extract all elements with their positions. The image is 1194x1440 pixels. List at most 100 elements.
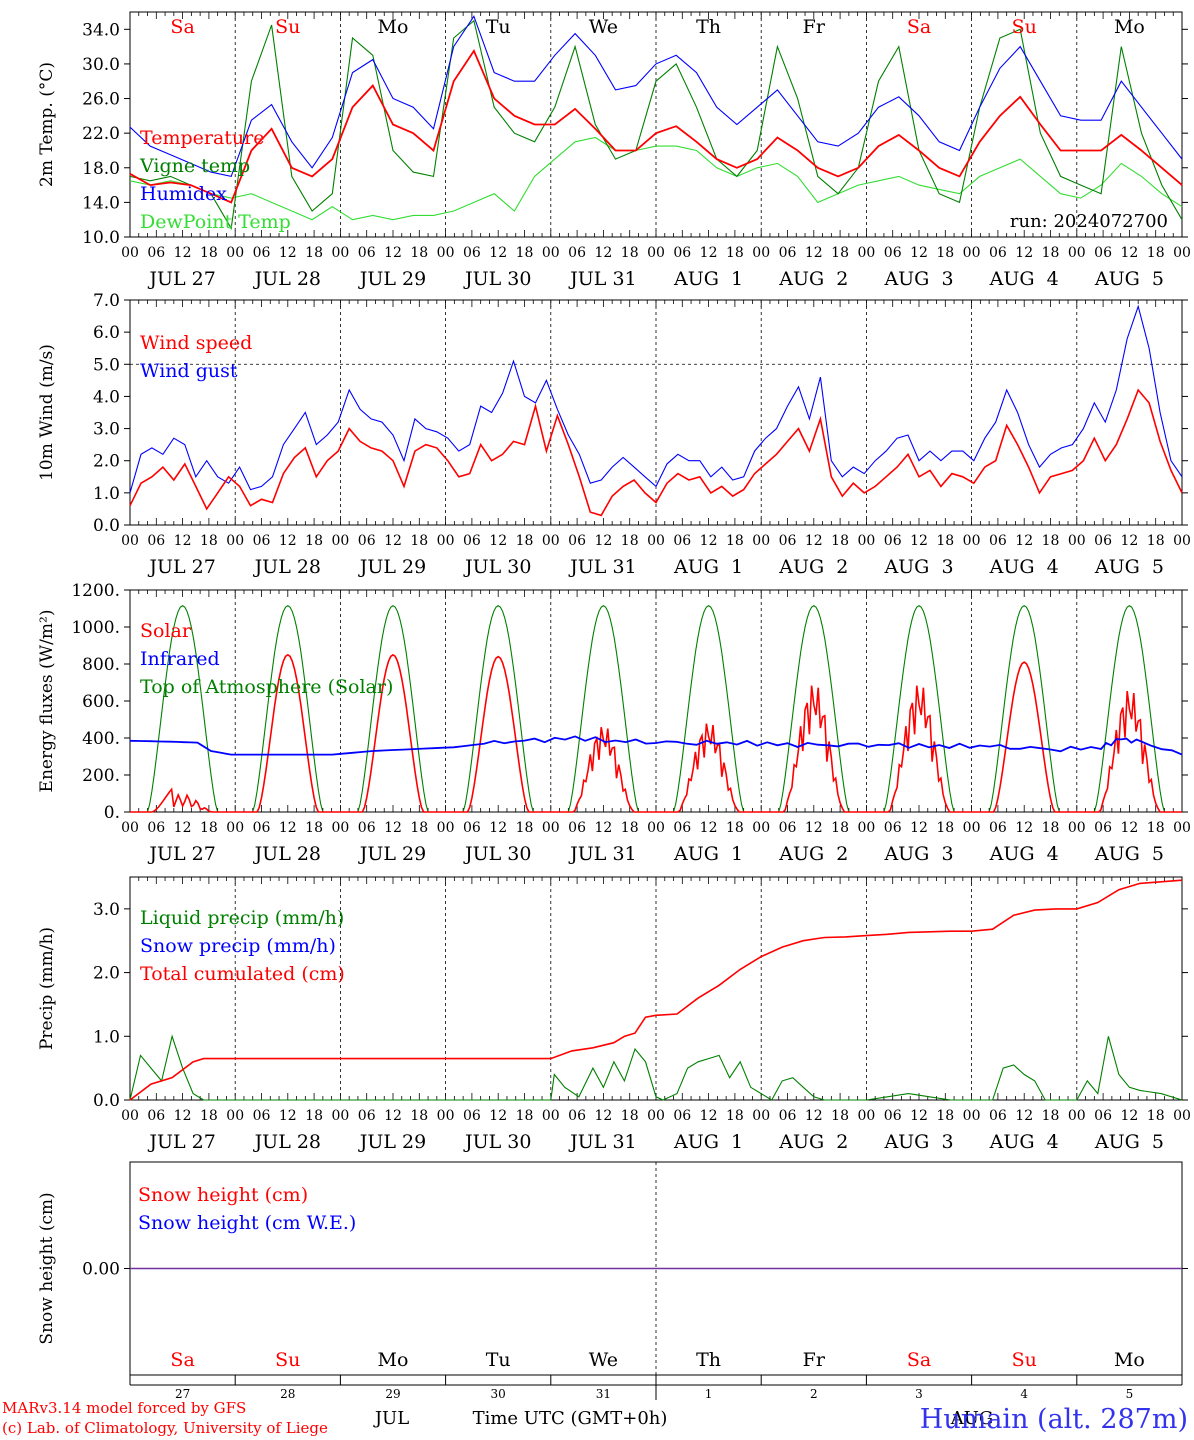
credit-line-1: MARv3.14 model forced by GFS	[2, 1399, 246, 1417]
weekday-label: Th	[696, 1349, 721, 1371]
day-number-label: 1	[705, 1387, 713, 1401]
date-label: AUG 4	[989, 1131, 1059, 1153]
hour-tick-label: 00	[226, 533, 244, 549]
y-tick-label: 1200.	[71, 581, 120, 601]
weekday-label: Fr	[803, 1349, 826, 1371]
hour-tick-label: 00	[121, 533, 139, 549]
series-line-dewpoint-temp	[129, 136, 1183, 221]
date-label: JUL 31	[568, 556, 636, 578]
hour-tick-label: 18	[305, 1108, 323, 1124]
hour-tick-label: 00	[542, 245, 560, 261]
hour-tick-label: 12	[489, 820, 507, 836]
hour-tick-label: 00	[437, 245, 455, 261]
hour-tick-label: 18	[831, 245, 849, 261]
hour-tick-label: 00	[226, 245, 244, 261]
date-label: JUL 31	[568, 843, 636, 865]
x-axis-label: Time UTC (GMT+0h)	[473, 1408, 668, 1429]
hour-tick-label: 06	[147, 820, 165, 836]
date-label: AUG 2	[778, 268, 848, 290]
date-label: AUG 2	[778, 1131, 848, 1153]
hour-tick-label: 18	[1042, 533, 1060, 549]
hour-tick-label: 06	[358, 533, 376, 549]
hour-tick-label: 06	[568, 245, 586, 261]
hour-tick-label: 00	[857, 1108, 875, 1124]
hour-tick-label: 12	[910, 1108, 928, 1124]
panel-5: 0.00 Snow height (cm) Snow height (cm) Snow…	[37, 1161, 1188, 1401]
hour-tick-label: 12	[1015, 1108, 1033, 1124]
legend-entry: Temperature	[140, 127, 264, 149]
hour-tick-label: 12	[700, 820, 718, 836]
hour-tick-label: 00	[752, 1108, 770, 1124]
hour-tick-label: 18	[1147, 533, 1165, 549]
hour-tick-label: 06	[673, 820, 691, 836]
hour-tick-label: 00	[647, 1108, 665, 1124]
series-line-top-of-atmosphere	[130, 605, 1182, 813]
panel-1: 10.0 14.0 18.0 22.0 26.0 30.0 34.0 2m Temp. (°C…	[37, 11, 1191, 290]
hour-tick-label: 06	[1094, 1108, 1112, 1124]
y-tick-label: 26.0	[82, 90, 120, 110]
hour-tick-label: 12	[910, 245, 928, 261]
hour-tick-label: 00	[1068, 245, 1086, 261]
date-label: JUL 27	[147, 843, 215, 865]
hour-tick-label: 00	[542, 1108, 560, 1124]
hour-tick-label: 18	[516, 245, 534, 261]
hour-tick-label: 06	[147, 1108, 165, 1124]
legend-entry: Solar	[140, 620, 192, 642]
date-label: JUL 29	[358, 268, 426, 290]
hour-tick-label: 12	[1015, 820, 1033, 836]
hour-tick-label: 18	[516, 1108, 534, 1124]
legend-entry: Total cumulated (cm)	[140, 963, 345, 985]
date-label: JUL 28	[253, 843, 321, 865]
hour-tick-label: 12	[1120, 1108, 1138, 1124]
series-line-temperature	[129, 49, 1183, 204]
y-tick-label: 30.0	[82, 55, 120, 75]
hour-tick-label: 18	[200, 245, 218, 261]
hour-tick-label: 00	[121, 820, 139, 836]
hour-tick-label: 06	[779, 1108, 797, 1124]
hour-tick-label: 06	[568, 533, 586, 549]
date-label: AUG 3	[883, 843, 953, 865]
date-label: JUL 29	[358, 556, 426, 578]
hour-tick-label: 12	[805, 533, 823, 549]
hour-tick-label: 00	[226, 820, 244, 836]
hour-tick-label: 12	[805, 245, 823, 261]
day-number-label: 28	[280, 1387, 295, 1401]
hour-tick-label: 18	[936, 533, 954, 549]
panel-3: 0. 200. 400. 600. 800. 1000. 1200. Energy fluxe…	[37, 581, 1191, 865]
weekday-label: Mo	[1114, 16, 1145, 38]
hour-tick-label: 00	[226, 1108, 244, 1124]
date-label: AUG 1	[673, 843, 743, 865]
series-line-solar	[130, 653, 1182, 813]
hour-tick-label: 06	[253, 1108, 271, 1124]
hour-tick-label: 06	[147, 245, 165, 261]
y-tick-label: 34.0	[82, 20, 120, 40]
hour-tick-label: 06	[253, 820, 271, 836]
hour-tick-label: 12	[700, 1108, 718, 1124]
hour-tick-label: 00	[963, 533, 981, 549]
day-number-label: 27	[175, 1387, 190, 1401]
date-label: JUL 27	[147, 1131, 215, 1153]
hour-tick-label: 18	[200, 533, 218, 549]
hour-tick-label: 18	[1147, 1108, 1165, 1124]
weekday-label: We	[589, 16, 618, 38]
day-number-label: 2	[810, 1387, 818, 1401]
hour-tick-label: 06	[779, 820, 797, 836]
hour-tick-label: 18	[726, 245, 744, 261]
station-name: Humain (alt. 287m)	[920, 1404, 1188, 1435]
y-axis-label: Energy fluxes (W/m²)	[37, 610, 57, 793]
hour-tick-label: 00	[331, 533, 349, 549]
day-number-label: 5	[1126, 1387, 1134, 1401]
hour-tick-label: 06	[884, 1108, 902, 1124]
hour-tick-label: 12	[279, 1108, 297, 1124]
hour-tick-label: 00	[1173, 820, 1191, 836]
y-tick-label: 0.	[104, 803, 120, 823]
hour-tick-label: 12	[174, 1108, 192, 1124]
hour-tick-label: 00	[963, 820, 981, 836]
series-line-vigne-temp	[129, 19, 1183, 230]
hour-tick-label: 00	[437, 533, 455, 549]
hour-tick-label: 06	[147, 533, 165, 549]
date-label: JUL 28	[253, 556, 321, 578]
y-tick-label: 1.0	[93, 1027, 120, 1047]
run-label: run: 2024072700	[1010, 211, 1168, 232]
hour-tick-label: 18	[1147, 820, 1165, 836]
